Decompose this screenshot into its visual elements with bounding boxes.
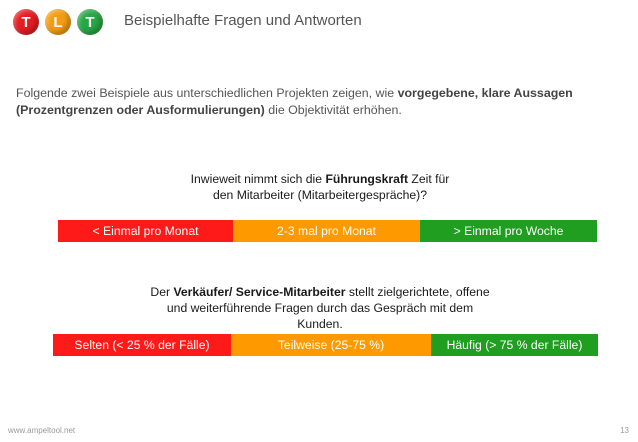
logo-letter: T [21,13,31,31]
scale-option-high[interactable]: > Einmal pro Woche [420,220,597,242]
scale-option-label: Häufig (> 75 % der Fälle) [446,338,583,352]
intro-text: Folgende zwei Beispiele aus unterschiedl… [16,85,616,119]
logo-letter: T [85,13,95,31]
question-text: Der [150,285,174,299]
scale-option-mid[interactable]: 2-3 mal pro Monat [233,220,420,242]
question-text: und weiterführende Fragen durch das Gesp… [166,301,474,315]
scale-option-label: 2-3 mal pro Monat [277,224,376,238]
logo-letter: L [53,13,63,31]
question-bold: Verkäufer/ Service-Mitarbeiter [173,285,346,299]
scale-option-label: < Einmal pro Monat [92,224,199,238]
logo-circle-orange: L [45,9,71,35]
scale-option-low[interactable]: Selten (< 25 % der Fälle) [53,334,231,356]
scale-option-low[interactable]: < Einmal pro Monat [58,220,233,242]
example2-scale: Selten (< 25 % der Fälle) Teilweise (25-… [53,334,598,356]
question-text: stellt zielgerichtete, offene [345,285,490,299]
scale-option-mid[interactable]: Teilweise (25-75 %) [231,334,431,356]
page-number: 13 [620,426,629,435]
example2-question: Der Verkäufer/ Service-Mitarbeiter stell… [118,284,522,332]
intro-text-part: die Objektivität erhöhen. [264,103,402,117]
intro-text-bold: vorgegebene, klare Aussagen (Prozentgren… [16,86,573,117]
logo-circle-red: T [13,9,39,35]
scale-option-label: Selten (< 25 % der Fälle) [74,338,210,352]
scale-option-label: > Einmal pro Woche [453,224,564,238]
ampel-logo: T L T [7,9,107,35]
footer-url: www.ampeltool.net [8,426,76,435]
slide-title: Beispielhafte Fragen und Antworten [124,12,362,29]
question-text: Inwieweit nimmt sich die [190,172,326,186]
question-bold: Führungskraft [325,172,409,186]
logo-circle-green: T [77,9,103,35]
intro-text-part: Folgende zwei Beispiele aus unterschiedl… [16,86,398,100]
question-text: Kunden. [297,317,343,331]
scale-option-label: Teilweise (25-75 %) [277,338,385,352]
example1-question: Inwieweit nimmt sich die Führungskraft Z… [150,171,490,203]
example1-scale: < Einmal pro Monat 2-3 mal pro Monat > E… [58,220,597,242]
scale-option-high[interactable]: Häufig (> 75 % der Fälle) [431,334,598,356]
question-text: den Mitarbeiter (Mitarbeitergespräche)? [212,188,428,202]
question-text: Zeit für [408,172,450,186]
